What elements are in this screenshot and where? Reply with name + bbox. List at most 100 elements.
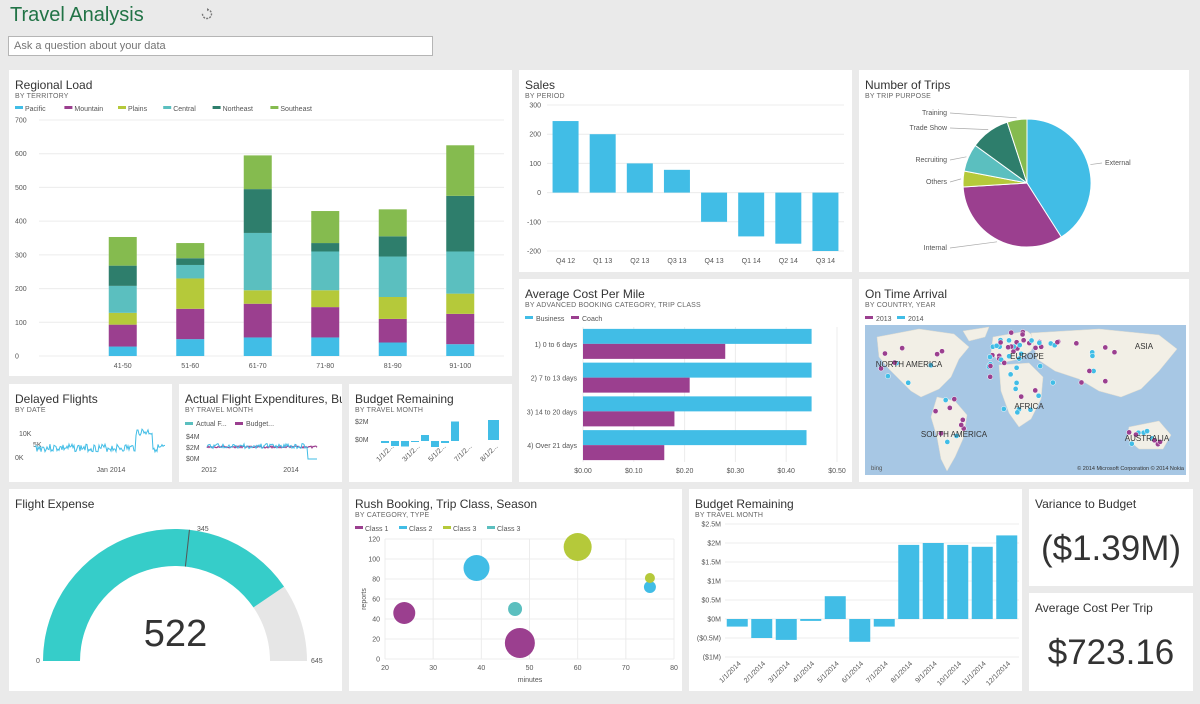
y-tick-label: 0K [15,455,24,462]
arrival-marker [1014,409,1021,416]
actual-expenditures-tile[interactable]: Actual Flight Expenditures, Bu... BY TRA… [179,384,342,482]
bar-segment [176,278,205,309]
bar [441,441,449,443]
y-tick-label: 400 [15,219,27,226]
legend-swatch [897,316,905,319]
x-tick-label: $0.00 [574,468,592,475]
bar [421,435,429,441]
on-time-arrival-tile[interactable]: On Time Arrival BY COUNTRY, YEAR 2013 201… [859,279,1189,482]
x-tick-label: 40 [477,665,485,672]
x-tick-label: 1/1/2... [375,443,395,463]
y-tick-label: 4) Over 21 days [527,443,577,450]
continent-label: AUSTRALIA [1125,434,1170,443]
budget-remaining-small-chart: $2M$0M1/1/2... 3/1/2... 5/1/2... 7/1/2... 8/… [355,419,500,463]
x-tick-label: 10/1/2014 [936,660,963,687]
avg-cost-per-trip-tile[interactable]: Average Cost Per Trip $723.16 [1029,593,1193,691]
x-tick-label: Q1 13 [593,258,612,265]
y-tick-label: 40 [372,617,380,624]
tile-subtitle: BY ADVANCED BOOKING CATEGORY, TRIP CLASS [525,302,701,309]
sparkline [34,428,166,454]
delayed-flights-tile[interactable]: Delayed Flights BY DATE 10K 5K 0K Jan 2014 [9,384,172,482]
x-tick-label: $0.20 [676,468,694,475]
slice-label: Recruiting [915,157,947,164]
refresh-icon[interactable] [201,8,213,20]
avg-trip-value: $723.16 [1047,633,1175,672]
flight-expense-tile[interactable]: Flight Expense 0 645 345 522 [9,489,342,691]
arrival-marker [1016,355,1022,362]
y-tick-label: $1.5M [702,560,722,567]
bar [971,546,993,619]
variance-to-budget-tile[interactable]: Variance to Budget ($1.39M) [1029,489,1193,586]
arrival-marker [953,433,960,439]
x-tick-label: 51-60 [181,363,199,370]
scatter-point [644,573,655,583]
land-mass [876,328,970,398]
bar-segment [176,308,205,340]
arrival-marker [987,354,993,360]
bar-segment [243,303,272,338]
bar-segment [108,265,137,286]
gauge-fill [43,529,285,661]
world-map[interactable]: 2013 2014 NORTH AMERICA SOUTH AMERICA EUROPE… [859,279,1189,482]
ask-question-input[interactable] [8,36,433,56]
x-tick-label: Q3 13 [667,258,686,265]
leader-line [949,241,998,249]
arrival-marker [993,342,1000,349]
x-tick-label: 61-70 [249,363,267,370]
y-tick-label: -100 [527,219,541,226]
bar-segment [243,155,272,190]
x-tick-label: 30 [429,665,437,672]
leader-line [949,112,1017,119]
bar [663,169,690,193]
bar [583,411,675,427]
legend-label: Northeast [223,106,253,113]
legend-swatch [355,526,363,529]
leader-line [1090,162,1103,165]
bar [800,619,822,621]
tile-subtitle: BY TRAVEL MONTH [185,407,254,414]
x-tick-label: $0.50 [828,468,846,475]
bar [583,377,690,393]
y-tick-label: 0 [537,190,541,197]
arrival-marker [1013,380,1020,386]
arrival-marker [1032,344,1039,351]
gauge-min-label: 0 [36,658,40,665]
y-tick-label: 2) 7 to 13 days [531,376,578,383]
leader-line [949,156,967,161]
arrival-marker [882,350,888,357]
bar-segment [378,256,407,297]
legend-swatch [270,106,279,109]
cost-per-mile-tile[interactable]: Average Cost Per Mile BY ADVANCED BOOKIN… [519,279,852,482]
rush-booking-tile[interactable]: Rush Booking, Trip Class, Season BY CATE… [349,489,682,691]
arrival-marker [938,430,944,437]
tile-title: Number of Trips [865,78,951,92]
arrival-marker [1133,431,1139,438]
budget-remaining-small-tile[interactable]: Budget Remaining BY TRAVEL MONTH $2M $0M 1… [349,384,512,482]
x-tick-label: Q1 14 [742,258,761,265]
bar-segment [446,145,475,196]
budget-remaining-large-tile[interactable]: Budget Remaining BY TRAVEL MONTH $2.5M $2… [689,489,1022,691]
arrival-marker [891,359,898,366]
bar [922,543,944,619]
y-tick-label: 120 [368,537,380,544]
bing-logo: bing [871,466,882,472]
tile-subtitle: BY TERRITORY [15,93,69,100]
sales-tile[interactable]: Sales BY PERIOD -200 -100 0 100 200 300 Q4 12 Q… [519,70,852,272]
legend-label: Plains [128,106,148,113]
gauge-max-label: 645 [311,658,323,665]
arrival-marker [928,362,934,369]
continent-label: ASIA [1135,342,1154,351]
x-tick-label: 7/1/2014 [865,660,889,684]
regional-load-tile[interactable]: Regional Load BY TERRITORY Pacific Mounta… [9,70,512,376]
y-tick-label: $0M [707,617,721,624]
arrival-marker [1050,379,1056,386]
number-of-trips-tile[interactable]: Number of Trips BY TRIP PURPOSE External… [859,70,1189,272]
land-mass [962,326,990,342]
bar-segment [311,251,340,291]
x-tick-label: Q4 13 [705,258,724,265]
leader-line [949,178,962,183]
y-tick-label: 60 [372,597,380,604]
bar [626,163,653,193]
x-tick-label: 81-90 [384,363,402,370]
arrival-marker [1151,437,1158,444]
